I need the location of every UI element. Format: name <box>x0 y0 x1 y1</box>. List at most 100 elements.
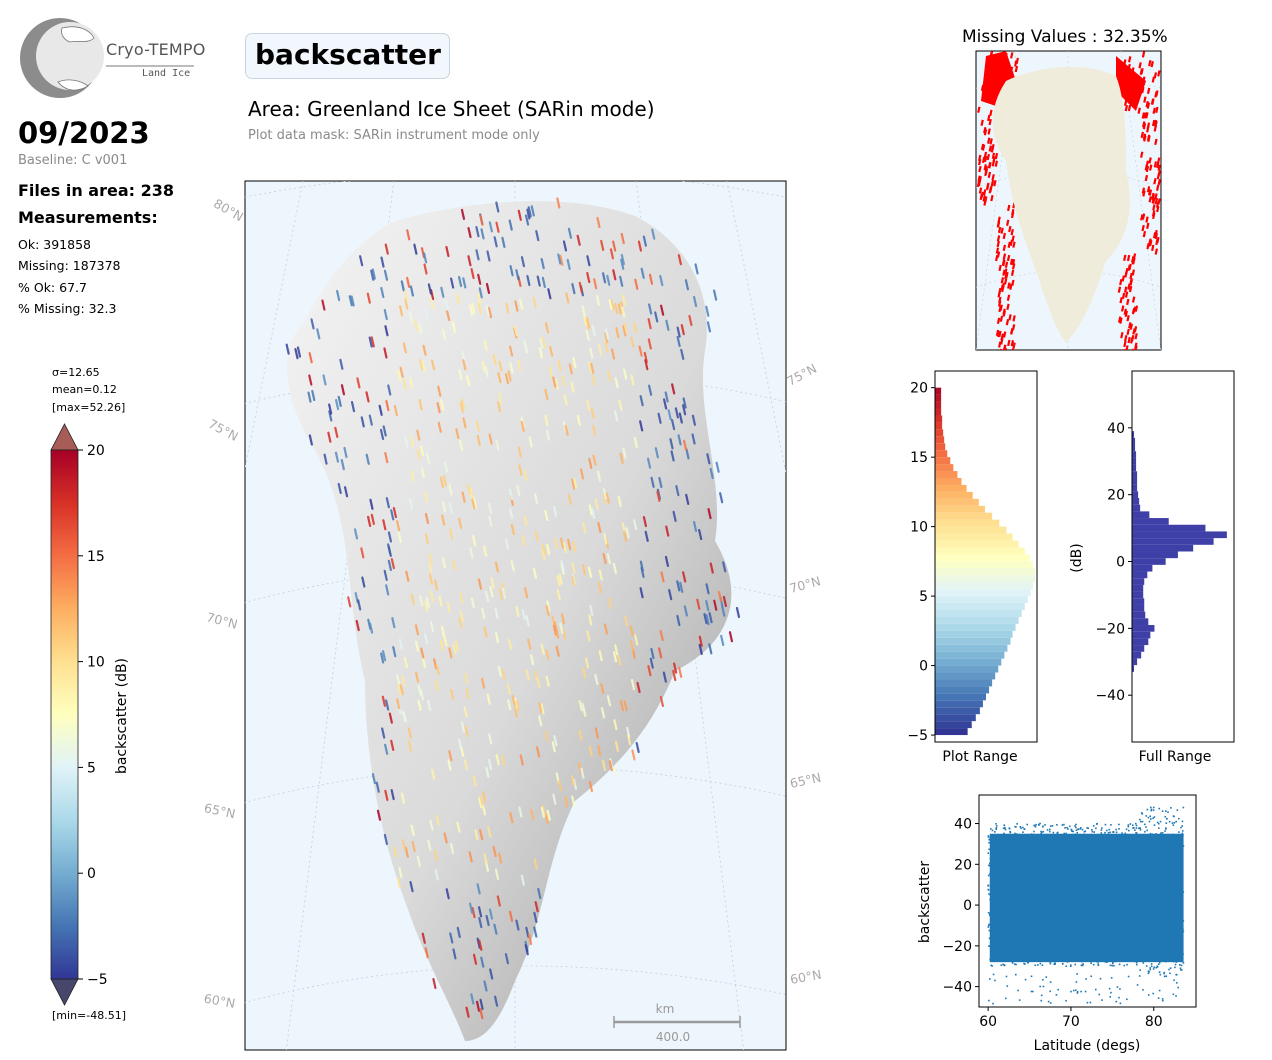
scatter-point <box>1132 827 1134 829</box>
scatter-point <box>1042 985 1045 988</box>
map-swath-point <box>488 733 493 745</box>
map-swath-point <box>529 653 535 666</box>
map-swath-point <box>467 255 472 267</box>
scatter-point <box>1163 975 1166 978</box>
scatter-point <box>992 973 995 976</box>
missing-track-point <box>978 165 982 173</box>
scatter-point <box>988 945 991 947</box>
map-swath-point <box>460 398 466 410</box>
scatter-point <box>1070 829 1073 831</box>
map-swath-point <box>425 596 430 608</box>
map-swath-point <box>614 644 619 656</box>
map-swath-point <box>614 376 619 389</box>
map-swath-point <box>476 937 481 949</box>
map-swath-point <box>685 493 690 506</box>
map-swath-point <box>465 1006 470 1018</box>
map-swath-point <box>445 245 450 258</box>
missing-track-point <box>1145 101 1149 108</box>
scatter-point <box>1119 988 1121 990</box>
map-swath-point <box>510 560 515 572</box>
missing-track-point <box>1007 282 1011 289</box>
missing-track-point <box>1006 303 1010 310</box>
scatter-point <box>1042 978 1044 981</box>
histogram-full-range-bar <box>1132 658 1138 666</box>
scatter-point <box>1181 830 1184 832</box>
scatter-point <box>1157 997 1160 999</box>
map-swath-point <box>679 581 684 593</box>
map-swath-point <box>480 228 485 240</box>
map-swath-point <box>527 638 532 650</box>
map-swath-point <box>620 258 625 270</box>
map-swath-point <box>547 288 552 300</box>
missing-track-point <box>1145 216 1149 223</box>
missing-values-map[interactable] <box>975 50 1162 351</box>
map-swath-point <box>515 269 520 281</box>
missing-track-point <box>1126 328 1130 336</box>
map-swath-point <box>719 492 724 504</box>
missing-track-point <box>995 329 1000 337</box>
map-swath-point <box>439 639 445 651</box>
scatter-point <box>1107 832 1110 834</box>
histogram-plot-range-bar <box>935 561 1033 569</box>
scatter-point <box>1156 965 1159 968</box>
map-swath-point <box>316 328 321 340</box>
scatter-point <box>987 836 990 838</box>
map-swath-point <box>336 289 341 302</box>
scatter-point <box>1174 966 1176 969</box>
map-swath-point <box>471 302 476 314</box>
missing-track-point <box>1151 210 1156 217</box>
map-swath-point <box>580 767 585 779</box>
histogram-plot-range-bar <box>935 686 990 694</box>
map-swath-point <box>567 227 573 239</box>
histogram-plot-range-xlabel: Plot Range <box>942 749 1017 765</box>
missing-track-point <box>1000 334 1004 341</box>
missing-track-point <box>1012 342 1016 349</box>
map-swath-point <box>596 216 601 229</box>
histogram-full-range-bar <box>1132 524 1206 532</box>
missing-track-point <box>1152 204 1156 211</box>
map-swath-point <box>561 375 566 387</box>
missing-track-point <box>1142 121 1146 128</box>
map-swath-point <box>454 640 460 652</box>
scatter-point <box>1063 832 1066 835</box>
map-swath-point <box>636 681 641 694</box>
map-swath-point <box>532 567 538 579</box>
missing-track-point <box>1126 254 1131 262</box>
map-swath-point <box>614 740 620 753</box>
scatter-point <box>1039 985 1041 988</box>
map-swath-point <box>403 657 408 669</box>
scatter-point <box>1016 823 1018 825</box>
map-swath-point <box>678 666 683 678</box>
map-swath-point <box>525 926 530 938</box>
main-map[interactable]: 80°N 75°N 70°N 65°N 60°N 75°N 70°N 65°N 60°N km … <box>203 180 825 1051</box>
map-swath-point <box>691 433 696 445</box>
map-swath-point <box>489 968 494 980</box>
scatter-point <box>1173 979 1175 982</box>
map-swath-point <box>513 706 518 718</box>
scatter-point <box>987 835 990 837</box>
map-swath-point <box>321 299 326 311</box>
map-swath-point <box>556 589 561 601</box>
map-swath-point <box>509 362 514 374</box>
map-swath-point <box>606 552 611 565</box>
scatter-point <box>1100 832 1103 834</box>
scatter-point <box>1157 822 1160 825</box>
scatter-point <box>1158 807 1161 810</box>
histogram-full-range-ticks: 40 20 0 −20 −40 <box>1095 421 1132 704</box>
map-swath-point <box>562 240 568 252</box>
map-swath-point <box>658 476 663 489</box>
histogram-plot-range-tick-label: 10 <box>910 520 928 536</box>
map-swath-point <box>462 417 467 429</box>
histogram-plot-range-bar <box>935 512 993 520</box>
scatter-point <box>1048 830 1051 833</box>
measurements-title: Measurements: <box>18 208 158 227</box>
missing-track-point <box>989 138 993 145</box>
colorbar: 20 15 10 5 0 −5 backscatter (dB) <box>50 423 130 1006</box>
histogram-full-range-bar <box>1132 598 1145 605</box>
scatter-point <box>1168 968 1170 971</box>
histogram-plot-range-bar <box>935 616 1019 624</box>
missing-track-point <box>1155 90 1159 97</box>
map-swath-point <box>310 318 315 330</box>
scatter-point <box>1180 964 1183 967</box>
map-swath-point <box>487 306 493 319</box>
